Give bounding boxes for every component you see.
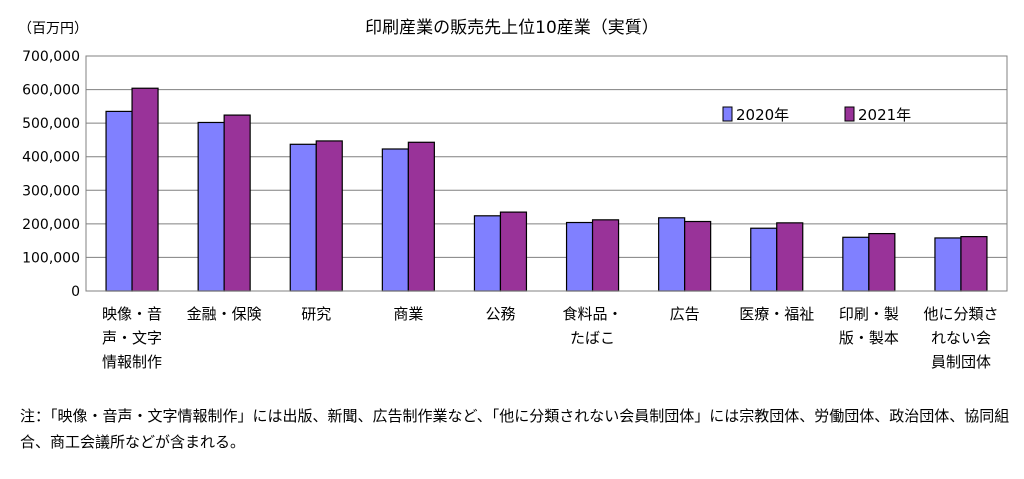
x-category-label: たばこ (570, 329, 615, 347)
y-tick-label: 0 (71, 284, 80, 300)
bar-2020年-9 (934, 237, 962, 292)
bar-2020年-1 (197, 121, 225, 292)
x-category-label: 食料品・ (563, 305, 623, 323)
x-category-label: 公務 (485, 305, 515, 323)
y-tick-label: 600,000 (22, 83, 80, 99)
bar-2020年-7 (750, 227, 778, 292)
footnote: 注：「映像・音声・文字情報制作」には出版、新聞、広告制作業など、「他に分類されな… (20, 407, 1010, 451)
x-category-label: 印刷・製 (839, 305, 899, 323)
bar-2021年-5 (591, 219, 620, 292)
y-tick-label: 300,000 (22, 183, 80, 199)
legend-swatch-2021 (844, 106, 855, 122)
x-category-label: 員制団体 (931, 353, 991, 371)
bar-2021年-4 (499, 211, 528, 292)
bar-2020年-3 (381, 148, 409, 292)
plot-frame (85, 55, 1008, 292)
bar-2020年-6 (658, 217, 686, 292)
bar-2021年-1 (223, 114, 251, 292)
bar-2020年-2 (289, 143, 317, 292)
x-category-label: 広告 (670, 305, 700, 323)
x-category-label: 声・文字 (102, 329, 162, 347)
x-category-label: 情報制作 (102, 353, 162, 371)
bar-2020年-0 (105, 110, 133, 292)
chart-title: 印刷産業の販売先上位10産業（実質） (365, 18, 659, 38)
bar-2021年-9 (960, 236, 988, 292)
bar-2021年-6 (684, 220, 712, 292)
legend: 2020年 2021年 (722, 106, 911, 124)
x-category-label: 映像・音 (102, 305, 162, 323)
bar-2020年-4 (473, 215, 502, 292)
legend-label-2020: 2020年 (736, 106, 789, 124)
x-axis-categories: 映像・音声・文字情報制作 金融・保険 研究 商業 公務 食料品・たばこ 広告 医療・福祉 印刷・… (102, 305, 998, 371)
x-category-label: 医療・福祉 (739, 305, 814, 323)
y-tick-label: 200,000 (22, 217, 80, 233)
y-tick-label: 500,000 (22, 116, 80, 132)
bar-2020年-8 (842, 236, 870, 292)
x-category-label: 商業 (393, 305, 423, 323)
bar-2020年-5 (565, 221, 594, 292)
bar-2021年-7 (776, 222, 804, 292)
bar-2021年-3 (407, 141, 435, 292)
y-axis-ticks: 0 100,000 200,000 300,000 400,000 500,000 600,… (22, 49, 80, 300)
x-category-label: 版・製本 (839, 329, 899, 347)
y-unit-label: （百万円） (18, 21, 88, 37)
y-tick-label: 100,000 (22, 250, 80, 266)
bars (105, 87, 988, 292)
y-tick-label: 400,000 (22, 150, 80, 166)
bar-2021年-2 (315, 140, 343, 292)
bar-2021年-0 (131, 87, 159, 292)
x-category-label: 金融・保険 (187, 305, 262, 323)
legend-label-2021: 2021年 (858, 106, 911, 124)
x-category-label: 他に分類さ (923, 305, 998, 323)
bar-2021年-8 (868, 232, 896, 292)
y-tick-label: 700,000 (22, 49, 80, 65)
legend-swatch-2020 (722, 106, 733, 122)
x-category-label: 研究 (301, 305, 331, 323)
bar-chart: 印刷産業の販売先上位10産業（実質） （百万円） 0 100,000 200,000… (18, 18, 1008, 371)
x-category-label: れない会 (931, 329, 991, 347)
